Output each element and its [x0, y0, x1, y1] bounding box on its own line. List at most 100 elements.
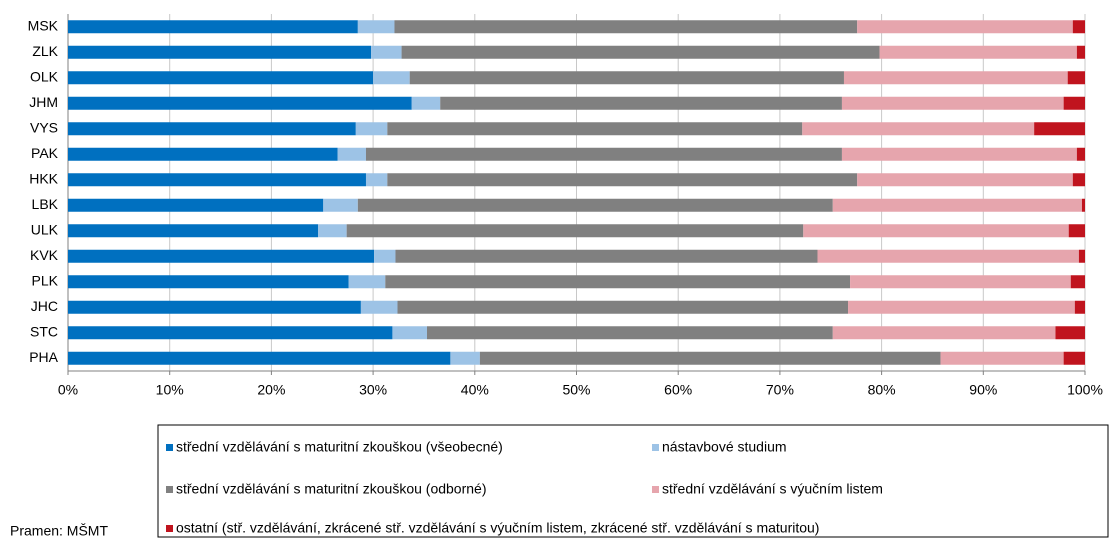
legend-label: střední vzdělávání s maturitní zkouškou … [176, 439, 503, 455]
x-tick-label: 70% [766, 382, 794, 398]
bar-segment [879, 45, 1077, 59]
bar-segment [802, 122, 1035, 136]
legend-swatch [652, 486, 659, 493]
legend-label: nástavbové studium [662, 439, 787, 455]
bar-segment [397, 300, 849, 314]
bar-segment [68, 147, 338, 161]
bar-segment [401, 45, 880, 59]
legend-box [157, 424, 1109, 538]
legend-label: střední vzdělávání s výučním listem [662, 481, 883, 497]
bar-segment [357, 198, 833, 212]
bar-segment [68, 300, 361, 314]
y-tick-label: LBK [32, 196, 59, 212]
bar-segment [411, 96, 441, 110]
bar-segment [374, 249, 396, 263]
bar-segment [1070, 275, 1085, 289]
bar-segment [68, 275, 349, 289]
bar-segment [68, 351, 451, 365]
bar-segment [479, 351, 941, 365]
bar-segment [337, 147, 366, 161]
bar-segment [450, 351, 480, 365]
x-tick-label: 90% [969, 382, 997, 398]
bar-segment [832, 198, 1082, 212]
bar-segment [394, 20, 858, 34]
bar-segment [1078, 249, 1085, 263]
source-note: Pramen: MŠMT [10, 523, 108, 539]
y-tick-label: PLK [32, 272, 59, 288]
bar-segment [68, 71, 374, 85]
x-tick-label: 100% [1067, 382, 1103, 398]
y-tick-label: JHC [31, 298, 58, 314]
bar-segment [1072, 20, 1085, 34]
y-tick-label: JHM [29, 94, 58, 110]
bar-segment [1076, 147, 1085, 161]
bar-segment [392, 326, 428, 340]
bar-segment [1068, 224, 1085, 238]
bar-segment [848, 300, 1075, 314]
x-tick-label: 60% [664, 382, 692, 398]
y-tick-label: ZLK [32, 43, 58, 59]
bar-segment [68, 249, 375, 263]
bar-segment [1055, 326, 1085, 340]
bar-segment [841, 96, 1064, 110]
bar-segment [355, 122, 388, 136]
bar-segment [68, 198, 324, 212]
y-tick-label: HKK [29, 170, 58, 186]
bar-segment [68, 122, 356, 136]
bar-segment [1081, 198, 1085, 212]
bar-segment [841, 147, 1077, 161]
bar-segment [387, 122, 803, 136]
legend-label: ostatní (stř. vzdělávání, zkrácené stř. … [176, 520, 819, 536]
legend-swatch [166, 525, 173, 532]
bar-segment [68, 326, 393, 340]
bar-segment [817, 249, 1079, 263]
bar-segment [1076, 45, 1085, 59]
bar-segment [68, 20, 358, 34]
bar-segment [365, 173, 388, 187]
bar-segment [385, 275, 851, 289]
x-tick-label: 80% [868, 382, 896, 398]
bar-segment [803, 224, 1069, 238]
y-tick-label: PAK [31, 145, 59, 161]
y-tick-label: VYS [30, 119, 58, 135]
x-tick-label: 10% [156, 382, 184, 398]
bar-segment [1072, 173, 1085, 187]
bar-segment [68, 45, 372, 59]
y-tick-label: OLK [30, 68, 59, 84]
bar-segment [360, 300, 398, 314]
bar-segment [318, 224, 347, 238]
x-tick-label: 0% [58, 382, 78, 398]
bar-segment [348, 275, 386, 289]
y-tick-label: ULK [31, 221, 59, 237]
bar-segment [68, 96, 412, 110]
bar-segment [850, 275, 1071, 289]
bar-segment [832, 326, 1056, 340]
bar-segment [1067, 71, 1085, 85]
bar-segment [843, 71, 1068, 85]
bar-segment [346, 224, 804, 238]
bar-segment [373, 71, 410, 85]
bar-segment [365, 147, 842, 161]
x-tick-label: 50% [562, 382, 590, 398]
bar-segment [440, 96, 842, 110]
bar-segment [857, 173, 1073, 187]
bar-segment [68, 224, 319, 238]
y-tick-label: KVK [30, 247, 59, 263]
x-tick-label: 40% [461, 382, 489, 398]
bar-segment [427, 326, 833, 340]
x-tick-label: 30% [359, 382, 387, 398]
bar-segment [395, 249, 818, 263]
y-tick-label: PHA [29, 349, 58, 365]
bar-segment [1063, 351, 1085, 365]
legend-swatch [166, 486, 173, 493]
bar-segment [387, 173, 858, 187]
bar-segment [1074, 300, 1085, 314]
bar-segment [323, 198, 358, 212]
bar-segment [371, 45, 402, 59]
x-tick-label: 20% [257, 382, 285, 398]
bar-segment [357, 20, 395, 34]
bar-segment [857, 20, 1073, 34]
bar-segment [1063, 96, 1085, 110]
legend-label: střední vzdělávání s maturitní zkouškou … [176, 481, 487, 497]
bar-segment [409, 71, 844, 85]
